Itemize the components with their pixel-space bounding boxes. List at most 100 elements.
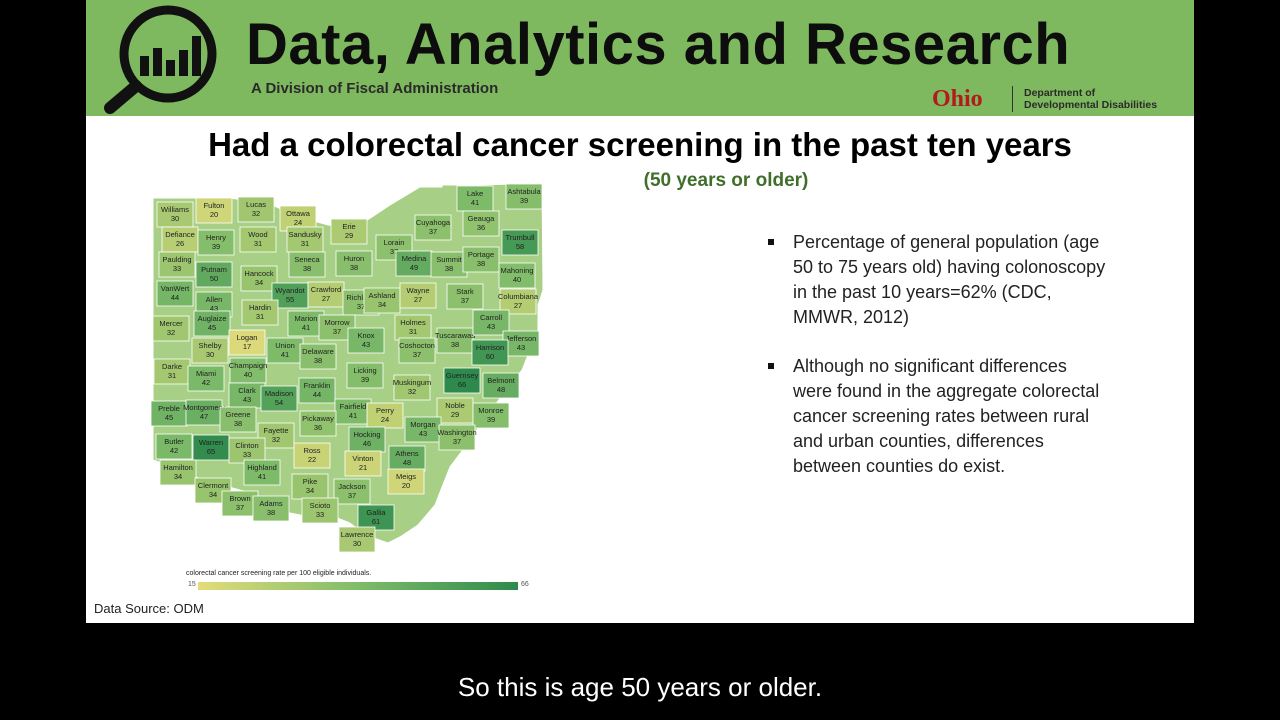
- county-value: 34: [174, 472, 182, 481]
- county-shape: [498, 262, 536, 289]
- county-name: Highland: [247, 463, 277, 472]
- county-shape: [338, 526, 376, 553]
- county-value: 41: [349, 411, 357, 420]
- county-shape: [471, 339, 509, 366]
- county-name: Adams: [259, 499, 283, 508]
- county-shape: [298, 377, 336, 404]
- county-value: 49: [410, 263, 418, 272]
- county-shape: [191, 337, 229, 364]
- county-shape: [347, 327, 385, 354]
- county-shape: [187, 365, 225, 392]
- county-value: 40: [244, 370, 252, 379]
- county-shape: [228, 329, 266, 356]
- county-shape: [291, 473, 329, 500]
- county-name: Mahoning: [501, 266, 534, 275]
- county-name: Miami: [196, 369, 216, 378]
- county-shape: [395, 250, 433, 277]
- county-value: 46: [363, 439, 371, 448]
- county-value: 36: [477, 223, 485, 232]
- county-value: 43: [487, 322, 495, 331]
- county-shape: [398, 337, 436, 364]
- county-value: 30: [171, 214, 179, 223]
- county-name: Medina: [402, 254, 427, 263]
- county-shape: [221, 490, 259, 517]
- county-name: Harrison: [476, 343, 504, 352]
- county-name: Clermont: [198, 481, 229, 490]
- county-name: Holmes: [400, 318, 426, 327]
- county-shape: [153, 358, 191, 385]
- county-name: Greene: [225, 410, 250, 419]
- county-value: 33: [243, 450, 251, 459]
- county-shape: [288, 251, 326, 278]
- county-value: 37: [453, 437, 461, 446]
- county-value: 36: [314, 423, 322, 432]
- county-value: 34: [306, 486, 314, 495]
- county-value: 32: [272, 435, 280, 444]
- county-name: Richland: [346, 293, 375, 302]
- county-shape: [446, 283, 484, 310]
- legend-min: 15: [188, 581, 196, 588]
- county-name: Montgomery: [183, 403, 225, 412]
- county-value: 29: [345, 231, 353, 240]
- county-value: 29: [451, 410, 459, 419]
- county-name: Pickaway: [302, 414, 334, 423]
- county-value: 31: [301, 239, 309, 248]
- county-value: 45: [208, 323, 216, 332]
- county-name: Huron: [344, 254, 364, 263]
- county-shape: [293, 442, 331, 469]
- county-name: Lake: [467, 189, 483, 198]
- county-value: 21: [359, 463, 367, 472]
- county-value: 31: [256, 312, 264, 321]
- county-name: Wayne: [406, 286, 429, 295]
- county-shape: [228, 382, 266, 409]
- county-value: 39: [520, 196, 528, 205]
- county-value: 22: [308, 455, 316, 464]
- county-name: Cuyahoga: [416, 218, 451, 227]
- county-value: 40: [513, 275, 521, 284]
- county-value: 17: [243, 342, 251, 351]
- county-shape: [443, 367, 481, 394]
- county-value: 48: [497, 385, 505, 394]
- county-value: 34: [255, 278, 263, 287]
- county-value: 32: [167, 328, 175, 337]
- county-name: Champaign: [229, 361, 267, 370]
- county-name: Portage: [468, 250, 494, 259]
- county-name: Guernsey: [446, 371, 479, 380]
- brand-subtitle: A Division of Fiscal Administration: [251, 80, 499, 97]
- county-shape: [299, 410, 337, 437]
- county-name: Fayette: [263, 426, 288, 435]
- county-name: Scioto: [310, 501, 331, 510]
- county-value: 31: [168, 371, 176, 380]
- county-name: Vinton: [352, 454, 373, 463]
- county-shape: [155, 433, 193, 460]
- county-name: Ashland: [368, 291, 395, 300]
- county-value: 38: [267, 508, 275, 517]
- county-value: 43: [243, 395, 251, 404]
- county-name: Hardin: [249, 303, 271, 312]
